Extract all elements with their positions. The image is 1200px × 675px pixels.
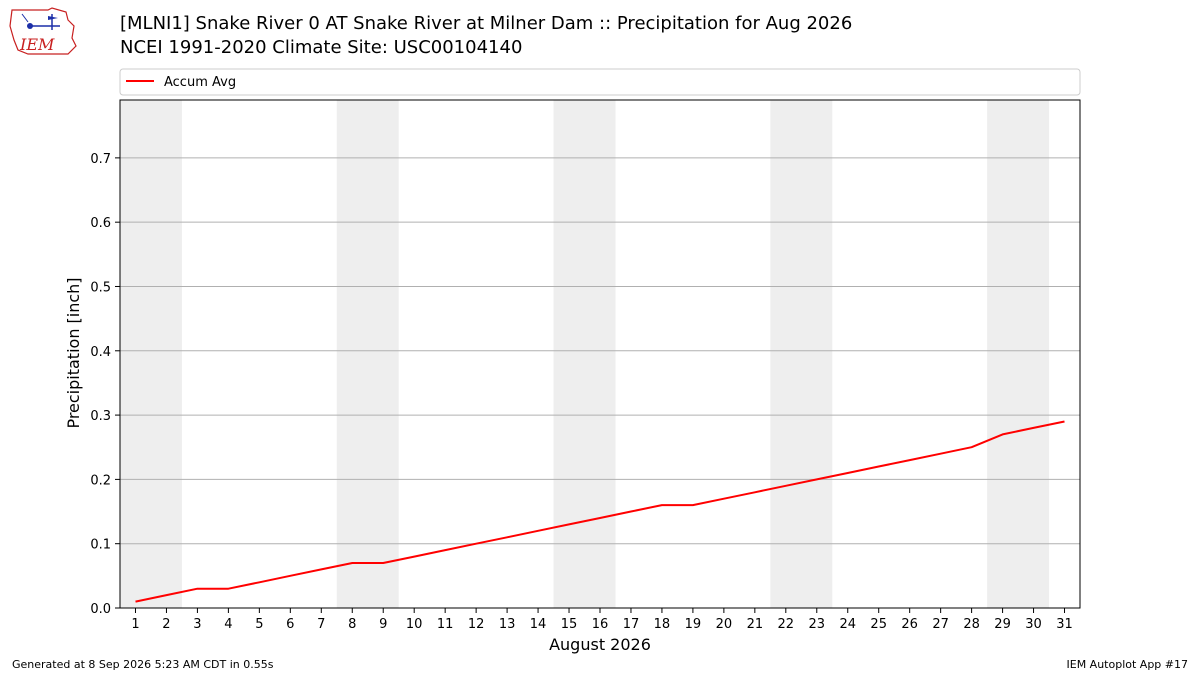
x-tick-label: 8 <box>348 617 356 632</box>
weekend-band <box>120 100 182 608</box>
x-tick-label: 1 <box>131 617 139 632</box>
y-tick-label: 0.5 <box>90 280 111 295</box>
y-tick-label: 0.4 <box>90 345 111 360</box>
x-tick-label: 28 <box>963 617 980 632</box>
grid-lines <box>120 157 1080 545</box>
weekend-band <box>770 100 833 608</box>
x-tick-label: 10 <box>406 617 423 632</box>
y-tick-label: 0.2 <box>90 473 111 488</box>
weekend-band <box>987 100 1050 608</box>
x-tick-label: 25 <box>870 617 887 632</box>
x-tick-label: 12 <box>468 617 485 632</box>
weekend-band <box>553 100 616 608</box>
y-tick-label: 0.0 <box>90 602 111 617</box>
x-axis: 1 2 3 4 5 6 7 8 9 10 11 12 13 14 15 16 17 18 19 20 21 22 23 24 2… <box>131 608 1073 632</box>
series-lines <box>135 420 1065 603</box>
x-tick-label: 14 <box>530 617 547 632</box>
x-tick-label: 11 <box>437 617 454 632</box>
x-tick-label: 3 <box>193 617 201 632</box>
x-tick-label: 5 <box>255 617 263 632</box>
x-tick-label: 18 <box>654 617 671 632</box>
x-tick-label: 9 <box>379 617 387 632</box>
x-tick-label: 24 <box>839 617 856 632</box>
x-tick-label: 26 <box>901 617 918 632</box>
x-tick-label: 6 <box>286 617 294 632</box>
weekend-bands <box>120 100 1050 608</box>
x-tick-label: 17 <box>623 617 640 632</box>
logo-text: IEM <box>19 35 55 54</box>
chart-subtitle: NCEI 1991-2020 Climate Site: USC00104140 <box>120 37 523 58</box>
x-tick-label: 27 <box>932 617 949 632</box>
x-tick-label: 15 <box>561 617 578 632</box>
y-tick-label: 0.3 <box>90 409 111 424</box>
legend-entry: Accum Avg <box>164 75 236 90</box>
x-tick-label: 22 <box>778 617 795 632</box>
x-tick-label: 19 <box>685 617 702 632</box>
x-tick-label: 20 <box>716 617 733 632</box>
y-tick-label: 0.1 <box>90 538 111 553</box>
x-tick-label: 13 <box>499 617 516 632</box>
x-tick-label: 30 <box>1025 617 1042 632</box>
x-tick-label: 4 <box>224 617 232 632</box>
iem-logo-icon: IEM <box>9 7 77 55</box>
weekend-band <box>336 100 399 608</box>
x-tick-label: 7 <box>317 617 325 632</box>
legend-box <box>119 68 1081 96</box>
chart-title: [MLNI1] Snake River 0 AT Snake River at … <box>120 13 853 34</box>
y-axis-label: Precipitation [inch] <box>64 277 83 428</box>
y-tick-label: 0.7 <box>90 152 111 167</box>
x-tick-label: 16 <box>592 617 609 632</box>
x-tick-label: 21 <box>747 617 764 632</box>
app-credit: IEM Autoplot App #17 <box>1066 658 1189 671</box>
x-axis-label: August 2026 <box>549 635 651 654</box>
x-tick-label: 31 <box>1056 617 1073 632</box>
series-line-accum-avg <box>135 420 1065 603</box>
y-axis: 0.0 0.1 0.2 0.3 0.4 0.5 0.6 0.7 <box>90 152 120 617</box>
x-tick-label: 2 <box>162 617 170 632</box>
y-tick-label: 0.6 <box>90 216 111 231</box>
x-tick-label: 23 <box>809 617 826 632</box>
legend: Accum Avg <box>119 68 1081 96</box>
generated-timestamp: Generated at 8 Sep 2026 5:23 AM CDT in 0… <box>12 658 274 671</box>
x-tick-label: 29 <box>994 617 1011 632</box>
